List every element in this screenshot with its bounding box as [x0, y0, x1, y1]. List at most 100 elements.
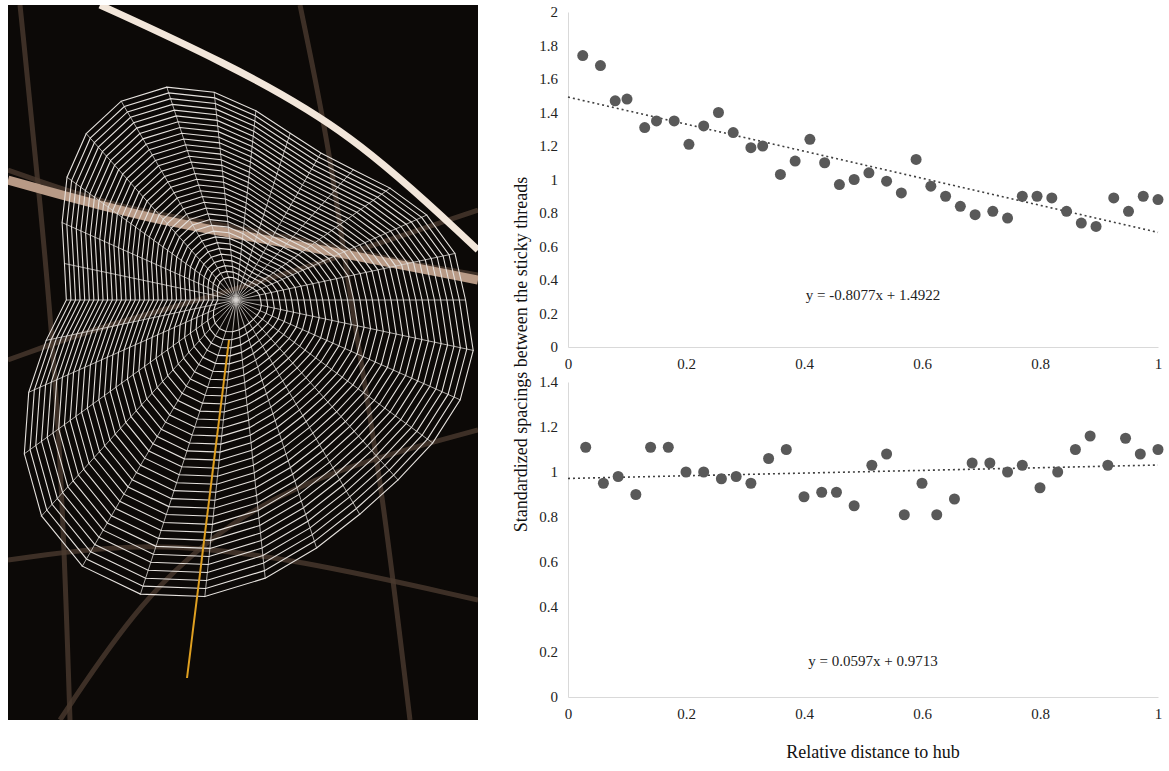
web-radial: [214, 92, 236, 300]
point: [1108, 192, 1119, 203]
web-ring: [82, 145, 409, 517]
point: [831, 487, 842, 498]
point: [622, 94, 633, 105]
tick: 1.2: [539, 138, 568, 154]
tick-label: 1: [551, 464, 559, 480]
point: [613, 471, 624, 482]
tick: 0.8: [539, 205, 568, 221]
point: [896, 187, 907, 198]
tick-label: 0.2: [539, 644, 558, 660]
tick: 0: [565, 347, 573, 372]
web-radial: [82, 300, 236, 567]
tick-label: 0.6: [539, 239, 558, 255]
web-radial: [236, 215, 427, 300]
point: [610, 95, 621, 106]
tick: 1.8: [539, 38, 568, 54]
point: [1032, 191, 1043, 202]
point: [863, 167, 874, 178]
tick: 0.4: [795, 697, 814, 722]
point: [728, 127, 739, 138]
axis-line: [569, 347, 1159, 348]
tick-label: 2: [551, 4, 559, 20]
tick-label: 1.4: [539, 374, 558, 390]
point: [763, 453, 774, 464]
tick: 1.2: [539, 419, 568, 435]
photo-background: [8, 5, 478, 720]
point: [745, 478, 756, 489]
tick-label: 0: [551, 339, 559, 355]
trend-line: [568, 97, 1158, 232]
tick: 0.2: [677, 347, 696, 372]
web-ring: [30, 93, 467, 589]
tick-label: 1: [551, 172, 559, 188]
tick: 0.8: [1031, 697, 1050, 722]
web-ring: [162, 225, 319, 404]
web-ring: [179, 243, 300, 380]
point: [598, 478, 609, 489]
point: [881, 449, 892, 460]
point: [940, 191, 951, 202]
tick-label: 0.8: [539, 205, 558, 221]
point: [698, 120, 709, 131]
point: [731, 471, 742, 482]
point: [931, 509, 942, 520]
web-ring: [213, 277, 261, 332]
tick: 0.8: [1031, 347, 1050, 372]
point: [911, 154, 922, 165]
point: [1123, 206, 1134, 217]
point: [955, 201, 966, 212]
web-radial: [236, 300, 466, 301]
axis-line: [568, 383, 569, 698]
tick: 0.6: [539, 239, 568, 255]
tick-label: 0.2: [677, 356, 696, 372]
point: [580, 442, 591, 453]
tick: 0.4: [795, 347, 814, 372]
tick: 1: [1155, 347, 1163, 372]
axis-line: [568, 13, 569, 348]
twig: [8, 547, 478, 600]
point: [1035, 482, 1046, 493]
point: [1002, 213, 1013, 224]
photo-panel: [8, 5, 478, 720]
tick-label: 0.6: [913, 356, 932, 372]
y-axis: 00.20.40.60.811.21.4: [539, 374, 568, 705]
spider-web: [24, 87, 474, 678]
tick: 0.2: [539, 644, 568, 660]
point: [1046, 192, 1057, 203]
point: [645, 442, 656, 453]
web-radial: [66, 300, 236, 301]
tick: 0.6: [913, 697, 932, 722]
tick-label: 0.8: [539, 509, 558, 525]
point: [1052, 467, 1063, 478]
tick-label: 1: [1155, 356, 1163, 372]
point: [577, 50, 588, 61]
tick-label: 1: [1155, 706, 1163, 722]
point: [630, 489, 641, 500]
point: [984, 458, 995, 469]
point: [775, 169, 786, 180]
web-ring: [24, 87, 473, 596]
web-ring: [127, 191, 357, 452]
tick: 0: [565, 697, 573, 722]
tick-label: 0.8: [1031, 706, 1050, 722]
point: [1070, 444, 1081, 455]
figure: 0 0.2 0.4 0.6 0.8 1 0 0.2 0.4 0.6 0.8 1 1.2 1.4 1.6 1.8…: [0, 0, 1169, 771]
point: [790, 156, 801, 167]
point: [1138, 191, 1149, 202]
tick-label: 0.2: [677, 706, 696, 722]
point: [639, 122, 650, 133]
point: [1017, 460, 1028, 471]
web-ring: [110, 174, 377, 477]
tick: 0.2: [539, 306, 568, 322]
web-ring: [47, 110, 447, 564]
web-ring: [87, 150, 402, 508]
point: [799, 491, 810, 502]
tick-label: 0.2: [539, 306, 558, 322]
tick: 0.6: [539, 554, 568, 570]
plot-area: [568, 431, 1164, 521]
tick: 0.8: [539, 509, 568, 525]
tick-label: 1.2: [539, 138, 558, 154]
tick-label: 1.6: [539, 71, 558, 87]
tick: 1.6: [539, 71, 568, 87]
point: [970, 209, 981, 220]
